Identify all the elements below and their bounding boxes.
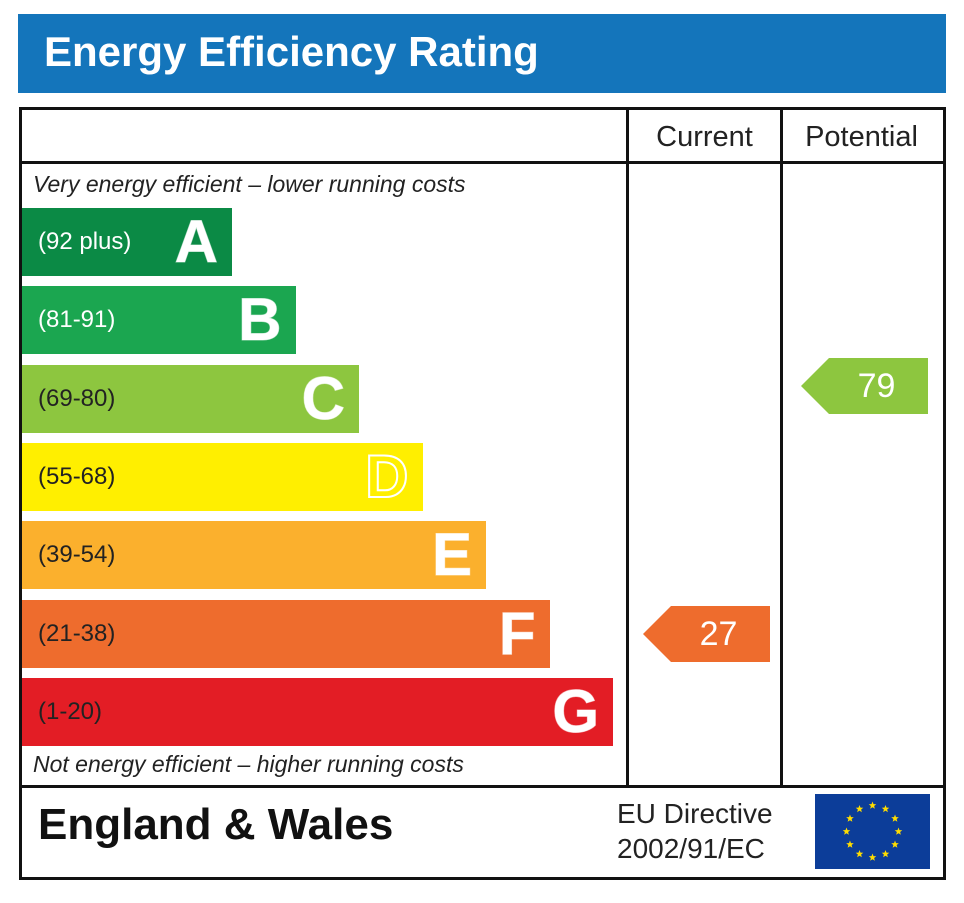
- rating-pointer-shape-potential: [801, 357, 928, 414]
- footer-directive: EU Directive 2002/91/EC: [617, 796, 773, 866]
- band-letter-g: G: [552, 677, 600, 745]
- title-bar: Energy Efficiency Rating: [18, 14, 946, 93]
- band-range-c: (69-80): [38, 384, 116, 412]
- eu-star-icon: [891, 840, 899, 848]
- eu-star-icon: [881, 804, 890, 813]
- eu-star-icon: [891, 814, 899, 822]
- divider-current: [626, 107, 629, 787]
- footer-divider: [19, 785, 943, 788]
- band-bar-b: (81-91) B: [22, 286, 296, 355]
- eu-star-icon: [855, 850, 864, 858]
- band-letter-d: D: [364, 442, 409, 511]
- rating-pointer-potential: 79: [801, 357, 928, 414]
- column-header-current: Current: [656, 121, 753, 153]
- band-bar-c: (69-80) C: [22, 364, 359, 433]
- rating-frame: [19, 107, 946, 880]
- eu-star-icon: [855, 804, 864, 813]
- band-letter-f: F: [498, 599, 536, 667]
- band-range-d: (55-68): [38, 462, 116, 490]
- band-bar-f: (21-38) F: [22, 599, 550, 668]
- band-letter-c: C: [301, 364, 345, 432]
- eu-star-icon: [881, 850, 890, 858]
- band-range-g: (1-20): [38, 697, 103, 725]
- footer-region: England & Wales: [38, 800, 394, 849]
- eu-star-icon: [842, 827, 851, 835]
- rating-value-current: 27: [699, 614, 738, 653]
- page-title: Energy Efficiency Rating: [44, 28, 539, 75]
- band-bar-a: (92 plus) A: [22, 208, 232, 276]
- caption-bottom: Not energy efficient – higher running co…: [33, 751, 464, 777]
- band-bar-e: (39-54) E: [22, 521, 486, 590]
- eu-star-icon: [846, 814, 854, 822]
- eu-star-icon: [868, 853, 877, 861]
- column-header-potential: Potential: [805, 121, 918, 153]
- band-letter-a: A: [174, 208, 218, 276]
- header-divider: [19, 161, 943, 164]
- eu-star-icon: [868, 801, 877, 809]
- directive-line-1: EU Directive: [617, 798, 773, 829]
- band-letter-b: B: [238, 286, 282, 354]
- band-bar-g: (1-20) G: [22, 677, 613, 746]
- eu-star-icon: [846, 840, 854, 848]
- directive-line-2: 2002/91/EC: [617, 833, 765, 864]
- band-range-b: (81-91): [38, 306, 116, 334]
- rating-pointer-current: 27: [643, 605, 770, 662]
- band-letter-e: E: [431, 521, 472, 589]
- eu-star-icon: [894, 827, 903, 835]
- band-range-e: (39-54): [38, 541, 116, 569]
- rating-pointer-shape-current: [643, 605, 770, 662]
- rating-value-potential: 79: [857, 366, 896, 405]
- band-range-a: (92 plus): [38, 228, 132, 255]
- band-range-f: (21-38): [38, 619, 116, 647]
- eu-flag-icon: [815, 794, 930, 869]
- divider-potential: [780, 107, 783, 787]
- band-bar-d: (55-68) D: [22, 442, 423, 511]
- caption-top: Very energy efficient – lower running co…: [33, 171, 466, 197]
